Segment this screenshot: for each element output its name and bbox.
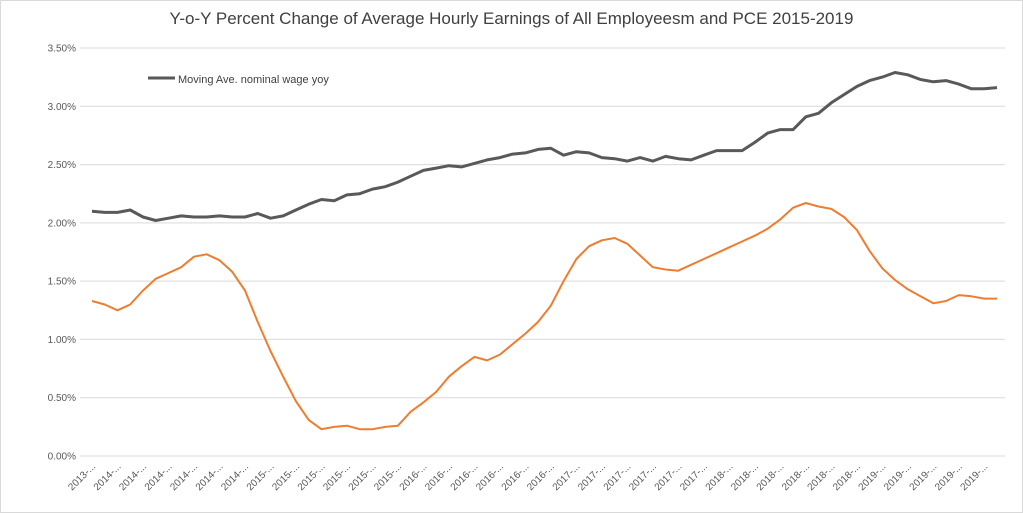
x-tick-label: 2019-...: [959, 461, 991, 493]
x-tick-label: 2018-...: [704, 461, 736, 493]
x-tick-label: 2019-...: [882, 461, 914, 493]
x-tick-label: 2016-...: [525, 461, 557, 493]
x-tick-label: 2014-...: [168, 461, 200, 493]
legend-entry-label: Moving Ave. nominal wage yoy: [178, 74, 329, 86]
series-line-pce: [91, 202, 997, 431]
x-tick-label: 2016-...: [500, 461, 532, 493]
x-tick-label: 2017-...: [551, 461, 583, 493]
y-tick-label: 1.00%: [48, 335, 76, 346]
x-tick-label: 2015-...: [347, 461, 379, 493]
x-tick-label: 2014-...: [92, 461, 124, 493]
y-tick-label: 3.50%: [48, 44, 76, 55]
x-tick-label: 2016-...: [449, 461, 481, 493]
x-tick-label: 2016-...: [398, 461, 430, 493]
x-tick-label: 2014-...: [194, 461, 226, 493]
x-tick-label: 2019-...: [857, 461, 889, 493]
x-tick-label: 2015-...: [321, 461, 353, 493]
series-line-nominal-wage: [91, 71, 998, 222]
y-tick-label: 0.50%: [48, 393, 76, 404]
x-tick-label: 2017-...: [602, 461, 634, 493]
x-tick-label: 2015-...: [372, 461, 404, 493]
x-tick-label: 2015-...: [296, 461, 328, 493]
x-tick-label: 2019-...: [933, 461, 965, 493]
x-tick-label: 2015-...: [270, 461, 302, 493]
x-tick-label: 2018-...: [831, 461, 863, 493]
x-tick-label: 2018-...: [780, 461, 812, 493]
y-tick-label: 2.00%: [48, 218, 76, 229]
x-tick-label: 2017-...: [653, 461, 685, 493]
y-tick-label: 0.00%: [48, 452, 76, 463]
x-tick-label: 2018-...: [806, 461, 838, 493]
x-tick-label: 2014-...: [143, 461, 175, 493]
y-tick-label: 1.50%: [48, 277, 76, 288]
chart-title: Y-o-Y Percent Change of Average Hourly E…: [169, 9, 854, 28]
x-tick-label: 2014-...: [219, 461, 251, 493]
x-tick-label: 2013-...: [66, 461, 98, 493]
y-tick-label: 2.50%: [48, 160, 76, 171]
x-tick-label: 2017-...: [576, 461, 608, 493]
x-tick-label: 2016-...: [423, 461, 455, 493]
x-tick-label: 2018-...: [755, 461, 787, 493]
y-tick-label: 3.00%: [48, 102, 76, 113]
x-tick-label: 2017-...: [627, 461, 659, 493]
x-tick-label: 2015-...: [245, 461, 277, 493]
x-tick-label: 2016-...: [474, 461, 506, 493]
x-tick-label: 2014-...: [117, 461, 149, 493]
x-tick-label: 2017-...: [678, 461, 710, 493]
x-tick-label: 2018-...: [729, 461, 761, 493]
x-tick-label: 2019-...: [908, 461, 940, 493]
